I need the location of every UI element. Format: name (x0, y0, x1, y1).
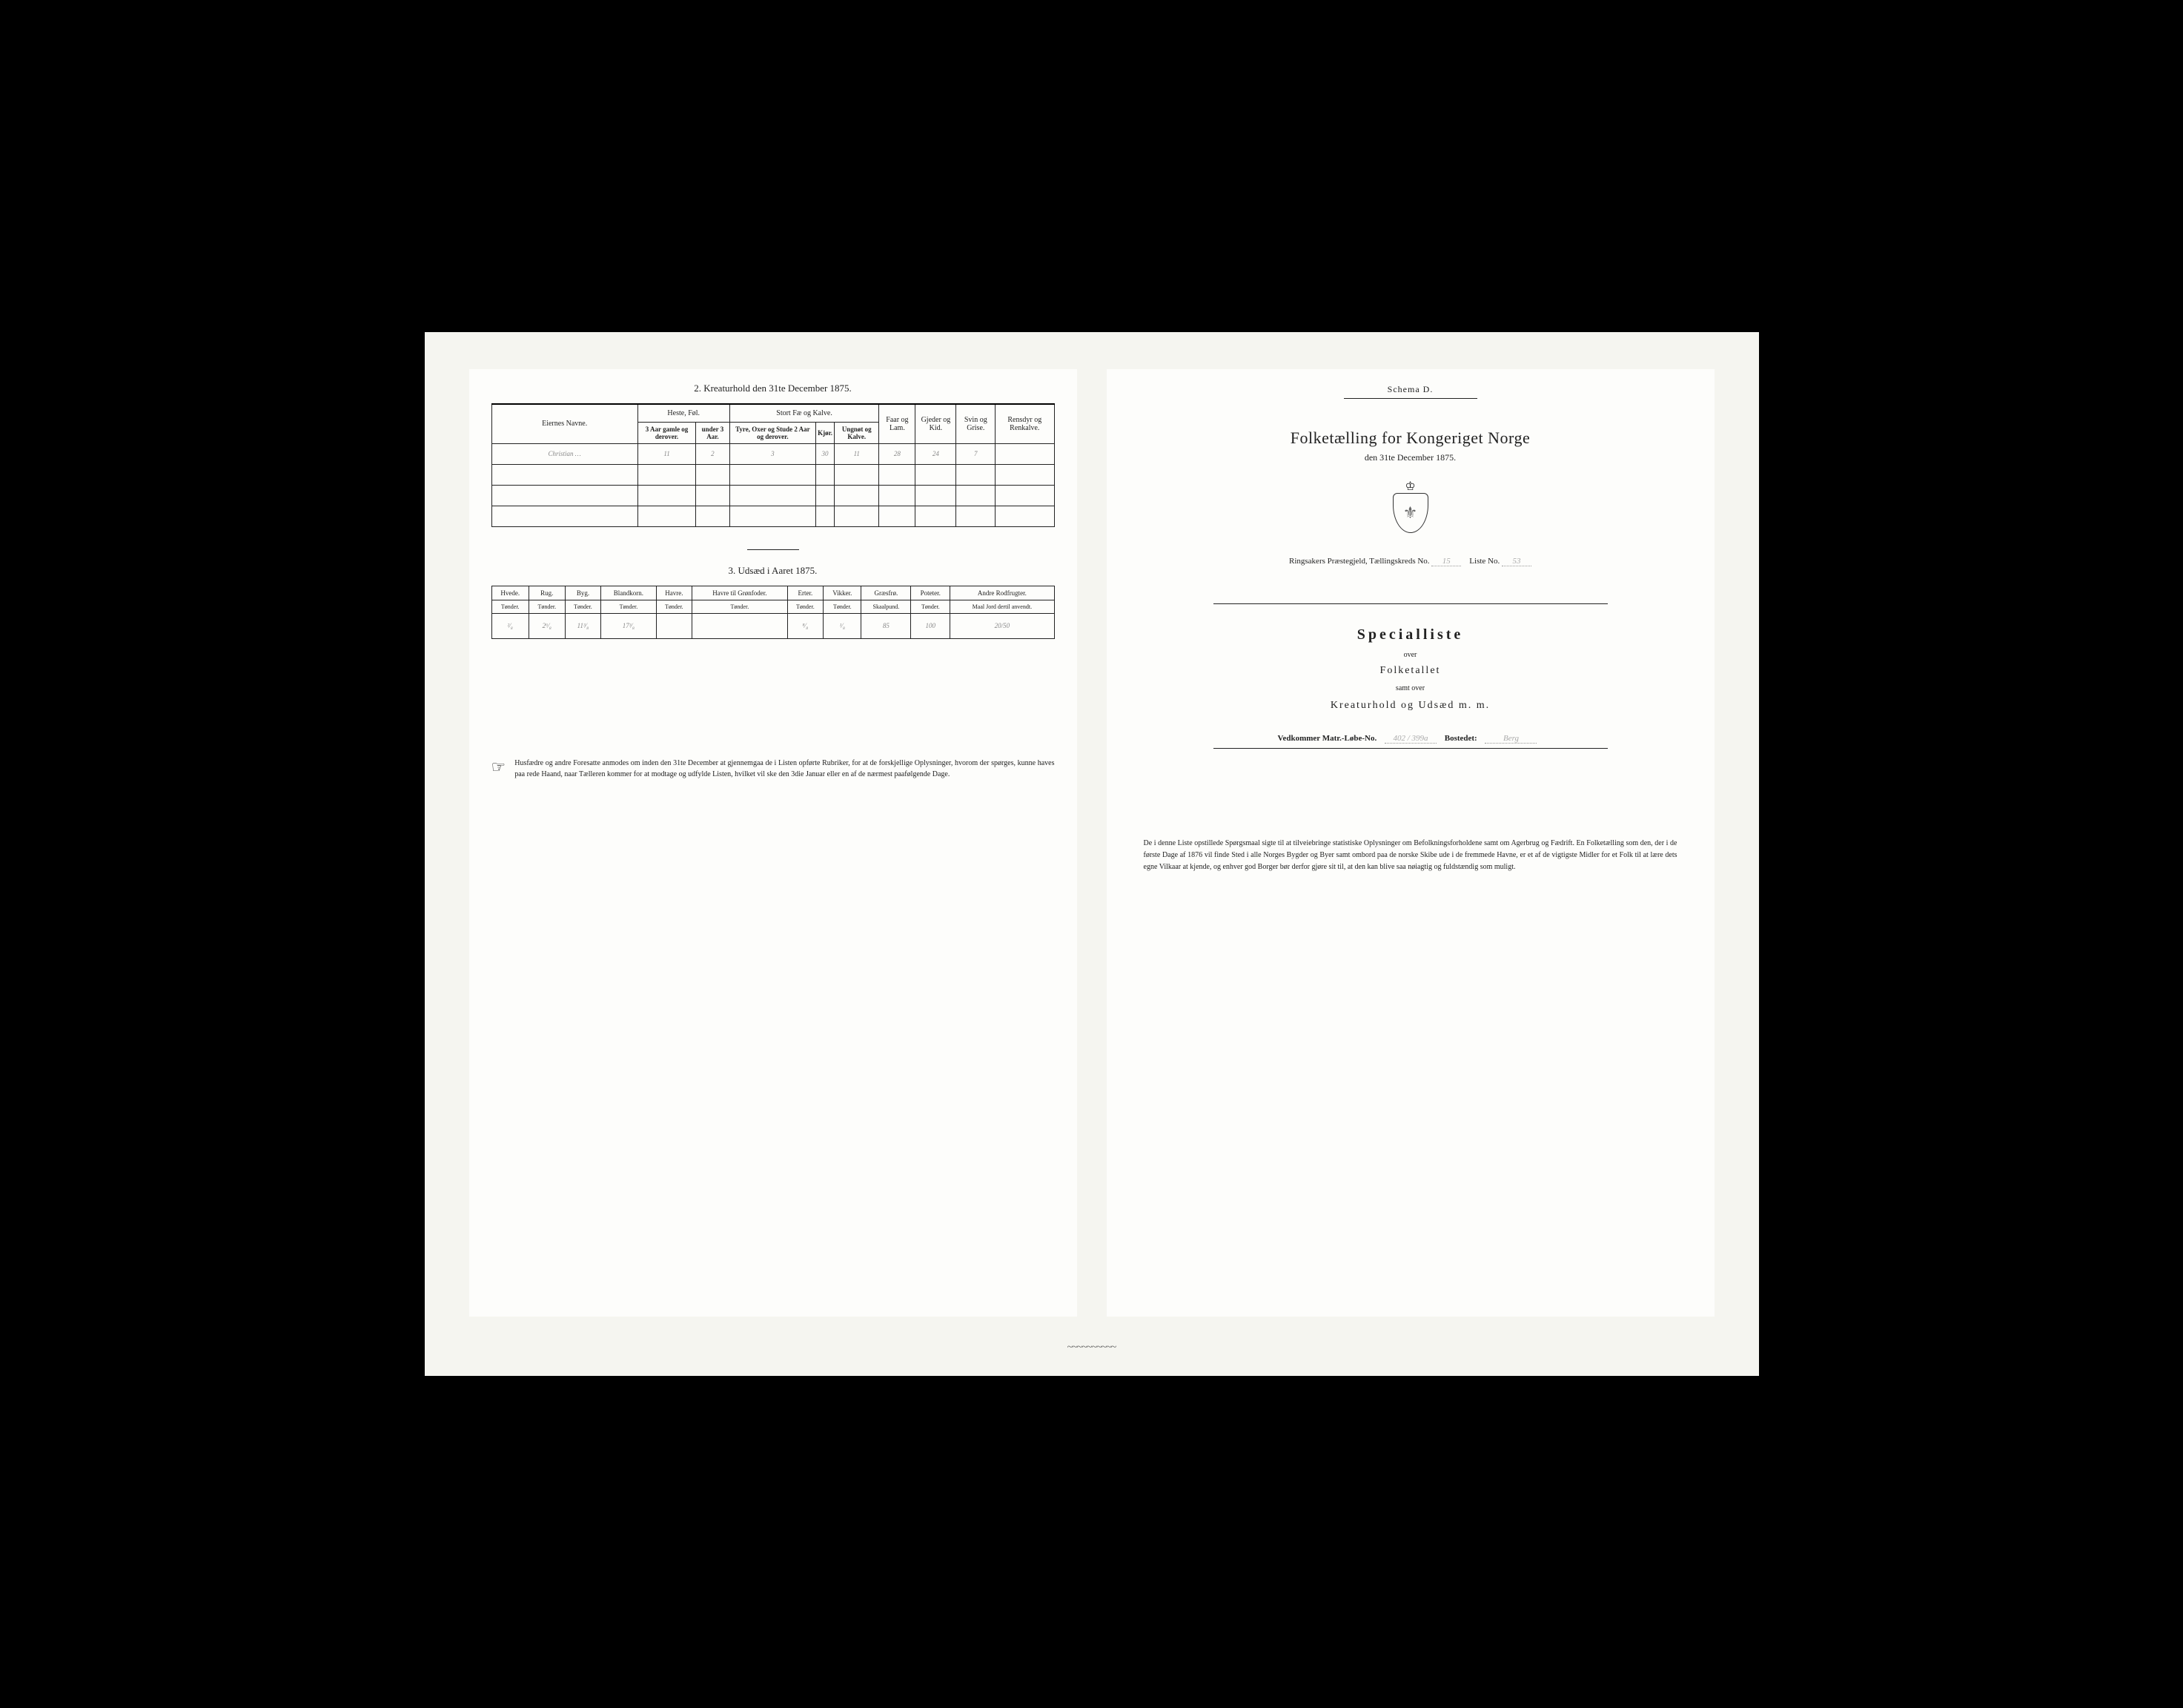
cell: 7 (956, 443, 996, 464)
folketallet-label: Folketallet (1129, 665, 1692, 677)
cell (656, 613, 692, 638)
liste-no: 53 (1502, 557, 1531, 566)
kreds-no: 15 (1431, 557, 1461, 566)
table-row: Christian … 11 2 3 30 11 28 24 7 (491, 443, 1054, 464)
udsaed-table: Hvede. Rug. Byg. Blandkorn. Havre. Havre… (491, 586, 1055, 639)
col-graesfro: Græsfrø. (861, 586, 911, 600)
col-ungnot: Ungnøt og Kalve. (835, 422, 879, 443)
cell: 11 (637, 443, 695, 464)
owner-cell: Christian … (491, 443, 637, 464)
divider (1213, 603, 1608, 604)
cell: 28 (879, 443, 915, 464)
left-footnote: ☞ Husfædre og andre Foresatte anmodes om… (491, 758, 1055, 780)
cell: 30 (816, 443, 835, 464)
col-rug: Rug. (529, 586, 565, 600)
parish-prefix: Ringsakers Præstegjeld, Tællingskreds No… (1289, 557, 1430, 566)
cell: 100 (911, 613, 950, 638)
sub-date: den 31te December 1875. (1129, 452, 1692, 463)
cell: 11³⁄₈ (565, 613, 601, 638)
col-vikker: Vikker. (824, 586, 861, 600)
col-rodfrugter: Andre Rodfrugter. (950, 586, 1054, 600)
col-havre: Havre. (656, 586, 692, 600)
col-kjor: Kjør. (816, 422, 835, 443)
matr-line: Vedkommer Matr.-Løbe-No. 402 / 399a Bost… (1129, 734, 1692, 744)
col-heste-3plus: 3 Aar gamle og derover. (637, 422, 695, 443)
col-byg: Byg. (565, 586, 601, 600)
unit: Tønder. (601, 600, 656, 613)
left-page: 2. Kreaturhold den 31te December 1875. E… (469, 369, 1077, 1317)
samt-label: samt over (1129, 684, 1692, 692)
table-row (491, 506, 1054, 526)
unit: Maal Jord dertil anvendt. (950, 600, 1054, 613)
schema-rule (1344, 398, 1477, 399)
matr-label: Vedkommer Matr.-Løbe-No. (1278, 734, 1377, 743)
col-havre-gron: Havre til Grønfoder. (692, 586, 787, 600)
unit: Tønder. (491, 600, 529, 613)
col-blandkorn: Blandkorn. (601, 586, 656, 600)
col-erter: Erter. (787, 586, 824, 600)
cell: ¹⁄₈ (824, 613, 861, 638)
cell: 3 (729, 443, 815, 464)
kreatur-line: Kreaturhold og Udsæd m. m. (1129, 700, 1692, 712)
over-label: over (1129, 651, 1692, 659)
hand-pointer-icon: ☞ (491, 758, 506, 780)
col-group-heste: Heste, Føl. (637, 404, 729, 423)
cell (996, 443, 1054, 464)
cell: 11 (835, 443, 879, 464)
cell: 24 (915, 443, 956, 464)
unit: Tønder. (911, 600, 950, 613)
main-title: Folketælling for Kongeriget Norge (1129, 428, 1692, 448)
parish-line: Ringsakers Præstegjeld, Tællingskreds No… (1129, 557, 1692, 566)
cell (692, 613, 787, 638)
col-hvede: Hvede. (491, 586, 529, 600)
unit: Tønder. (692, 600, 787, 613)
col-heste-u3: under 3 Aar. (696, 422, 729, 443)
footnote-text: Husfædre og andre Foresatte anmodes om i… (514, 758, 1054, 780)
right-footnote: De i denne Liste opstillede Spørgsmaal s… (1129, 838, 1692, 873)
col-poteter: Poteter. (911, 586, 950, 600)
cell: ⁸⁄₈ (787, 613, 824, 638)
col-rensdyr: Rensdyr og Renkalve. (996, 404, 1054, 444)
unit: Tønder. (529, 600, 565, 613)
cell: 20/50 (950, 613, 1054, 638)
schema-label: Schema D. (1129, 384, 1692, 395)
bosted-label: Bostedet: (1445, 734, 1477, 743)
divider (1213, 748, 1608, 749)
unit: Tønder. (787, 600, 824, 613)
divider (747, 549, 799, 550)
col-tyre: Tyre, Oxer og Stude 2 Aar og derover. (729, 422, 815, 443)
binding-mark: ~~~~~~~~~~ (1067, 1342, 1116, 1354)
matr-val: 402 / 399a (1385, 734, 1437, 744)
right-page: Schema D. Folketælling for Kongeriget No… (1107, 369, 1715, 1317)
unit: Tønder. (824, 600, 861, 613)
document-scan: 2. Kreaturhold den 31te December 1875. E… (425, 332, 1759, 1376)
section3-title: 3. Udsæd i Aaret 1875. (491, 565, 1055, 577)
unit: Tønder. (656, 600, 692, 613)
cell: 17³⁄₈ (601, 613, 656, 638)
cell: 2⁶⁄₈ (529, 613, 565, 638)
specialliste-title: Specialliste (1129, 626, 1692, 643)
coat-of-arms-icon: ♔ ⚜ (1388, 481, 1433, 534)
liste-label: Liste No. (1469, 557, 1500, 566)
unit: Tønder. (565, 600, 601, 613)
bosted-val: Berg (1485, 734, 1537, 744)
col-owner: Eiernes Navne. (491, 404, 637, 444)
cell: 2 (696, 443, 729, 464)
table-row: ²⁄₈ 2⁶⁄₈ 11³⁄₈ 17³⁄₈ ⁸⁄₈ ¹⁄₈ 85 100 20/5… (491, 613, 1054, 638)
col-gjeder: Gjeder og Kid. (915, 404, 956, 444)
cell: ²⁄₈ (491, 613, 529, 638)
section2-title: 2. Kreaturhold den 31te December 1875. (491, 383, 1055, 394)
col-group-fae: Stort Fæ og Kalve. (729, 404, 879, 423)
col-faar: Faar og Lam. (879, 404, 915, 444)
kreatur-table: Eiernes Navne. Heste, Føl. Stort Fæ og K… (491, 403, 1055, 527)
unit: Skaalpund. (861, 600, 911, 613)
col-svin: Svin og Grise. (956, 404, 996, 444)
table-row (491, 485, 1054, 506)
table-row (491, 464, 1054, 485)
cell: 85 (861, 613, 911, 638)
